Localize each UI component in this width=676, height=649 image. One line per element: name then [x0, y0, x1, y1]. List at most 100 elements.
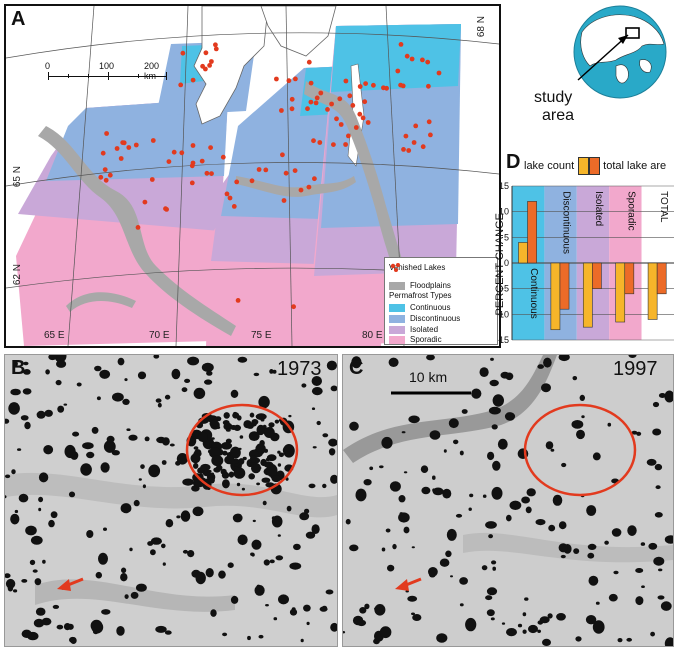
lake-blob: [200, 463, 211, 471]
map-legend: Vanished Lakes Floodplains Permafrost Ty…: [384, 257, 498, 345]
lake-blob: [558, 355, 570, 362]
lake-blob: [522, 612, 527, 617]
lake-blob: [558, 521, 567, 530]
lake-blob: [161, 460, 167, 465]
lake-blob: [80, 463, 92, 476]
lake-blob: [128, 434, 138, 441]
category-label: Sporadic: [625, 191, 636, 230]
lake-blob: [411, 612, 415, 616]
lake-blob: [488, 534, 493, 539]
lake-blob: [112, 392, 124, 402]
lake-blob: [103, 440, 116, 453]
lake-blob: [248, 431, 260, 441]
lake-blob: [251, 539, 262, 550]
lake-blob: [41, 617, 52, 626]
vanished-lake-dot: [286, 78, 292, 84]
lake-blob: [579, 394, 585, 401]
lake-blob: [5, 495, 7, 499]
lake-blob: [122, 398, 130, 405]
lake-blob: [164, 630, 172, 635]
vanished-lake-dot: [114, 146, 120, 151]
lake-blob: [664, 390, 673, 403]
lon-label-80e: 80 E: [362, 330, 383, 341]
lake-blob: [180, 510, 191, 522]
highlight-circle: [185, 403, 299, 497]
lake-blob: [247, 635, 251, 641]
chart-legend: lake count total lake are: [524, 157, 666, 175]
lake-blob: [91, 426, 99, 434]
lake-blob: [627, 525, 637, 536]
lake-blob: [648, 542, 658, 550]
lake-blob: [450, 575, 453, 578]
vanished-lake-dot: [426, 83, 431, 89]
lake-blob: [586, 505, 597, 516]
vanished-lake-dot: [343, 142, 348, 147]
lake-blob: [653, 556, 665, 566]
lake-blob: [241, 487, 245, 491]
lake-blob: [72, 431, 80, 437]
lake-blob: [182, 478, 194, 486]
lake-blob: [469, 493, 474, 498]
lake-blob: [420, 465, 429, 473]
lake-blob: [238, 458, 245, 465]
lake-blob: [210, 472, 215, 476]
lake-blob: [150, 537, 162, 545]
lake-blob: [229, 425, 237, 430]
lake-blob: [459, 450, 464, 456]
vanished-lake-dot: [298, 187, 304, 193]
lake-blob: [100, 462, 110, 473]
lake-blob: [443, 449, 447, 453]
lake-blob: [5, 474, 11, 479]
vanished-lake-dot: [346, 133, 351, 139]
lake-blob: [29, 559, 36, 566]
lake-blob: [325, 589, 334, 595]
lake-blob: [197, 432, 208, 443]
vanished-lake-dot: [318, 90, 324, 96]
lake-blob: [176, 453, 188, 465]
lake-blob: [5, 418, 10, 424]
lake-blob: [465, 617, 477, 632]
lake-blob: [385, 528, 391, 533]
lake-blob: [222, 632, 228, 637]
lake-blob: [604, 540, 609, 545]
lake-blob: [70, 637, 77, 644]
lake-blob: [43, 445, 54, 455]
bar-total-area: [592, 262, 602, 289]
panel-letter-b: B: [11, 357, 26, 379]
lake-blob: [388, 357, 399, 367]
scale-label-0: 0: [45, 61, 51, 71]
lake-blob: [20, 415, 29, 421]
lake-blob: [144, 436, 150, 442]
legend-vanished-label: Vanished Lakes: [389, 263, 446, 272]
lake-blob: [263, 427, 275, 438]
category-label: Discontinuous: [561, 191, 572, 254]
lake-blob: [650, 631, 655, 637]
lake-blob: [558, 543, 568, 553]
category-label: TOTAL: [658, 191, 669, 223]
y-tick-label: -5: [501, 284, 509, 294]
lake-blob: [628, 355, 637, 358]
vanished-lake-dot: [231, 204, 237, 209]
vanished-lake-dot: [360, 115, 366, 121]
lake-blob: [230, 389, 239, 398]
lake-blob: [106, 435, 115, 443]
lake-blob: [222, 450, 228, 456]
lake-blob: [351, 356, 362, 369]
bar-total-area: [624, 262, 635, 295]
lake-blob: [542, 638, 551, 646]
lake-blob: [230, 595, 239, 604]
lake-blob: [363, 479, 372, 486]
vanished-lake-dot: [224, 191, 230, 197]
lake-blob: [326, 360, 337, 371]
lake-blob: [407, 595, 418, 602]
lake-blob: [12, 361, 18, 367]
bar-total-area: [559, 262, 570, 310]
lake-blob: [576, 429, 585, 440]
vanished-lake-dot: [313, 100, 319, 106]
lake-blob: [187, 550, 195, 558]
lake-blob: [525, 506, 532, 514]
lake-blob: [506, 514, 512, 522]
lake-blob: [379, 626, 392, 639]
lake-blob: [293, 543, 301, 551]
lake-blob: [506, 628, 517, 637]
